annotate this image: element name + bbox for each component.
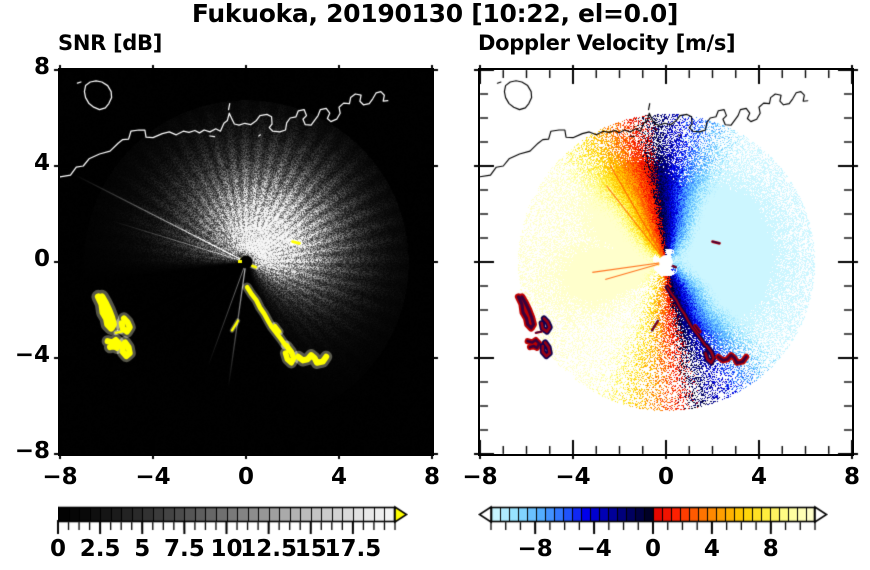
x-tick-label: 0 <box>657 464 674 490</box>
colorbar-tick-label-doppler: 8 <box>762 536 779 562</box>
colorbar-doppler[interactable] <box>478 504 828 528</box>
x-tick-label: −4 <box>555 464 591 490</box>
x-tick-label: −8 <box>42 464 78 490</box>
colorbar-tick-label-snr: 12.5 <box>240 536 297 562</box>
figure-title: Fukuoka, 20190130 [10:22, el=0.0] <box>191 0 679 28</box>
colorbar-tick-label-snr: 2.5 <box>79 536 121 562</box>
x-tick-label: 4 <box>750 464 767 490</box>
plot-area-snr[interactable] <box>58 68 434 456</box>
panel-title-doppler: Doppler Velocity [m/s] <box>478 31 736 55</box>
y-tick-label: −4 <box>14 342 50 368</box>
doppler-radar-image <box>480 70 852 454</box>
plot-area-doppler[interactable] <box>478 68 854 456</box>
y-tick-label: 8 <box>33 54 50 80</box>
x-tick-label: −4 <box>135 464 171 490</box>
colorbar-doppler-gradient <box>478 504 828 528</box>
x-tick-label: 8 <box>843 464 860 490</box>
y-tick-label: −8 <box>14 438 50 464</box>
colorbar-tick-label-doppler: −4 <box>576 536 612 562</box>
x-tick-label: 8 <box>423 464 440 490</box>
panel-title-snr: SNR [dB] <box>58 31 163 55</box>
x-tick-label: 4 <box>330 464 347 490</box>
colorbar-snr[interactable] <box>58 504 408 528</box>
colorbar-tick-label-doppler: 4 <box>703 536 720 562</box>
colorbar-tick-label-doppler: −8 <box>517 536 553 562</box>
x-tick-label: 0 <box>237 464 254 490</box>
colorbar-tick-label-snr: 10 <box>210 536 243 562</box>
colorbar-snr-gradient <box>58 504 408 528</box>
colorbar-tick-label-snr: 17.5 <box>324 536 382 562</box>
colorbar-tick-label-doppler: 0 <box>644 536 661 562</box>
snr-radar-image <box>60 70 432 454</box>
y-tick-label: 4 <box>33 150 50 176</box>
y-tick-label: 0 <box>33 246 50 272</box>
colorbar-tick-label-snr: 0 <box>49 536 66 562</box>
x-tick-label: −8 <box>462 464 498 490</box>
colorbar-tick-label-snr: 7.5 <box>164 536 205 562</box>
colorbar-tick-label-snr: 5 <box>134 536 151 562</box>
colorbar-tick-label-snr: 15 <box>294 536 327 562</box>
